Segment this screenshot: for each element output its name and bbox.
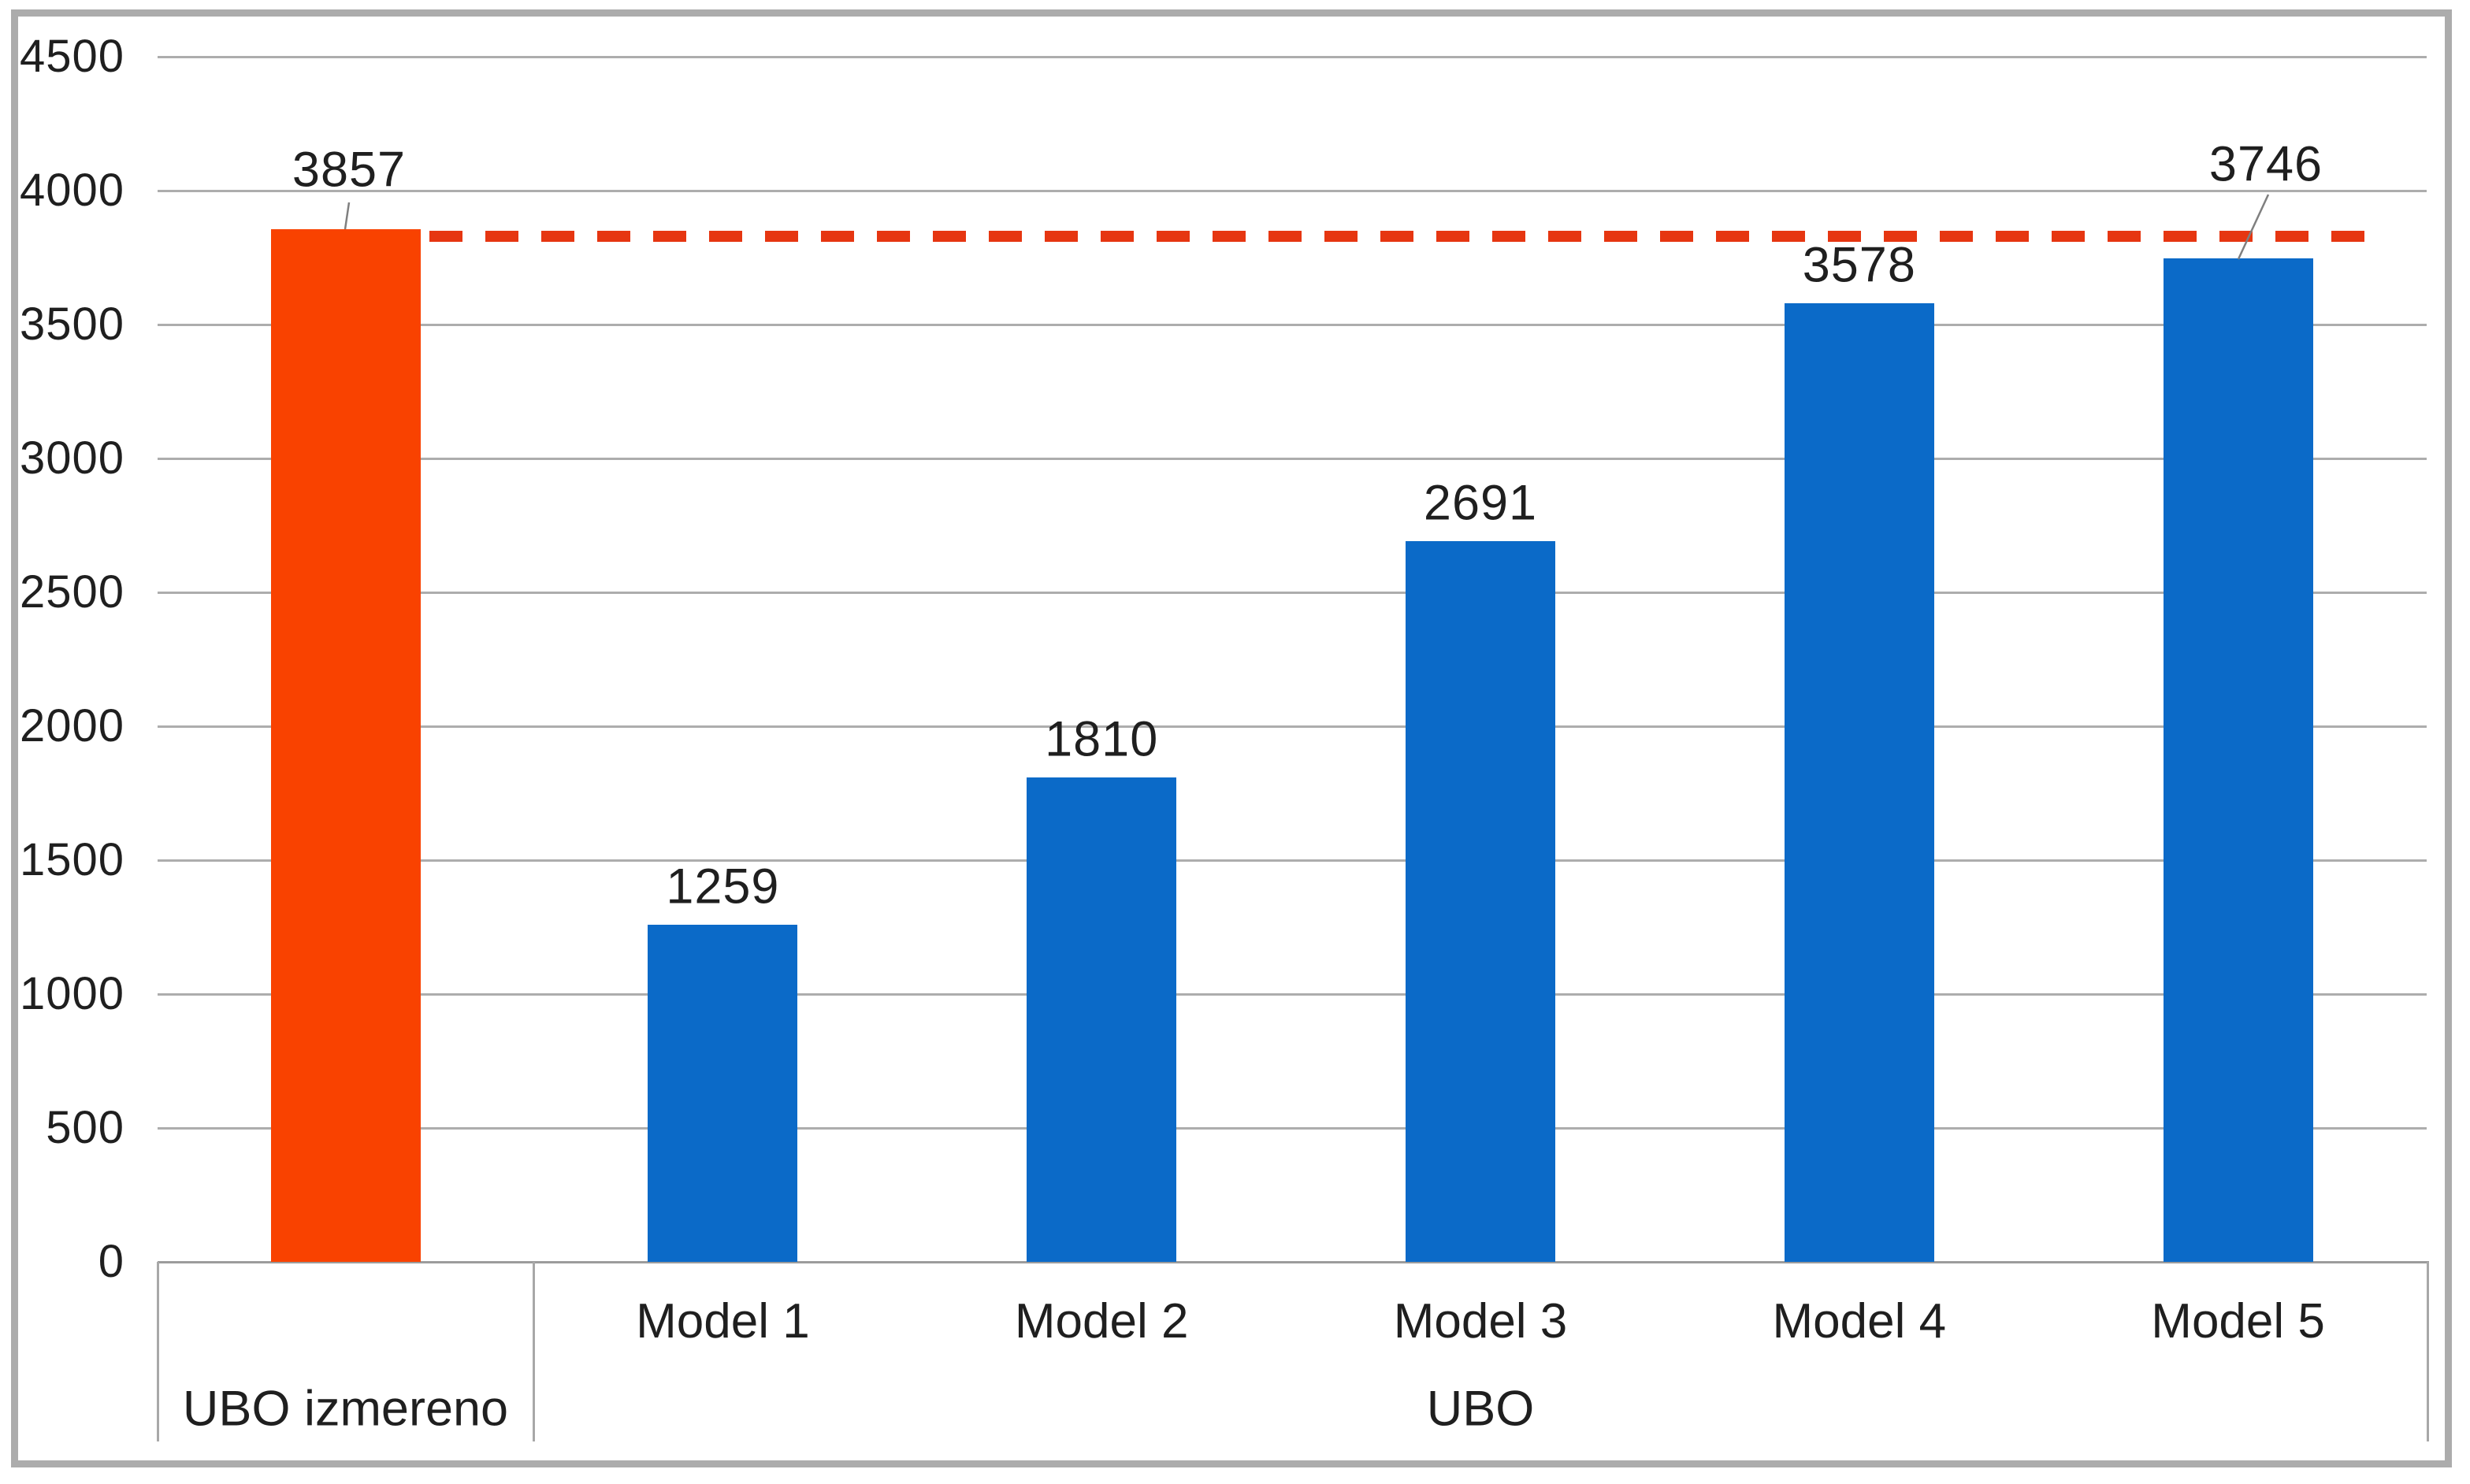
y-axis-tick-label-500: 500 [46,1102,124,1153]
gridline-3000 [158,457,2427,460]
bar-value-label-model-1: 1259 [666,859,780,915]
bar-model-1 [648,924,798,1262]
x-group-label-ubo: UBO [1426,1381,1535,1437]
y-axis-tick-label-0: 0 [98,1236,124,1287]
bar-model-2 [1027,777,1177,1262]
x-category-label-model-3: Model 3 [1393,1294,1568,1349]
x-category-label-model-2: Model 2 [1014,1294,1189,1349]
gridline-4000 [158,189,2427,192]
bar-model-3 [1406,541,1555,1262]
gridline-1500 [158,859,2427,862]
gridline-1000 [158,992,2427,996]
bar-value-label-model-3: 2691 [1423,475,1538,531]
axis-label-box-divider-0 [156,1262,159,1441]
bar-value-label-ubo-izmereno: 3857 [292,142,407,198]
y-axis-tick-label-2000: 2000 [19,700,124,751]
bar-value-label-model-5: 3746 [2208,136,2323,192]
x-group-label-ubo-izmereno: UBO izmereno [182,1381,509,1437]
y-axis-tick-label-1000: 1000 [19,968,124,1019]
bar-ubo-izmereno [270,228,421,1262]
y-axis-tick-label-3000: 3000 [19,432,124,484]
data-label-leader-line-1 [2237,194,2270,260]
y-axis-tick-label-4500: 4500 [19,31,124,82]
x-category-label-model-5: Model 5 [2151,1294,2325,1349]
gridline-3500 [158,323,2427,326]
x-axis-line [158,1260,2429,1263]
x-category-label-model-1: Model 1 [636,1294,810,1349]
bar-value-label-model-2: 1810 [1045,711,1159,767]
gridline-4500 [158,55,2427,58]
axis-label-box-divider-1 [532,1262,535,1441]
axis-label-box-divider-2 [2426,1262,2429,1441]
gridline-500 [158,1126,2427,1130]
bar-value-label-model-4: 3578 [1802,237,1916,293]
y-axis-tick-label-2500: 2500 [19,566,124,618]
bar-model-4 [1784,303,1934,1262]
gridline-2000 [158,725,2427,728]
y-axis-tick-label-4000: 4000 [19,165,124,216]
y-axis-tick-label-3500: 3500 [19,299,124,350]
data-label-leader-line-0 [344,202,351,230]
x-category-label-model-4: Model 4 [1772,1294,1947,1349]
bar-model-5 [2163,258,2313,1262]
gridline-2500 [158,591,2427,594]
y-axis-tick-label-1500: 1500 [19,834,124,885]
